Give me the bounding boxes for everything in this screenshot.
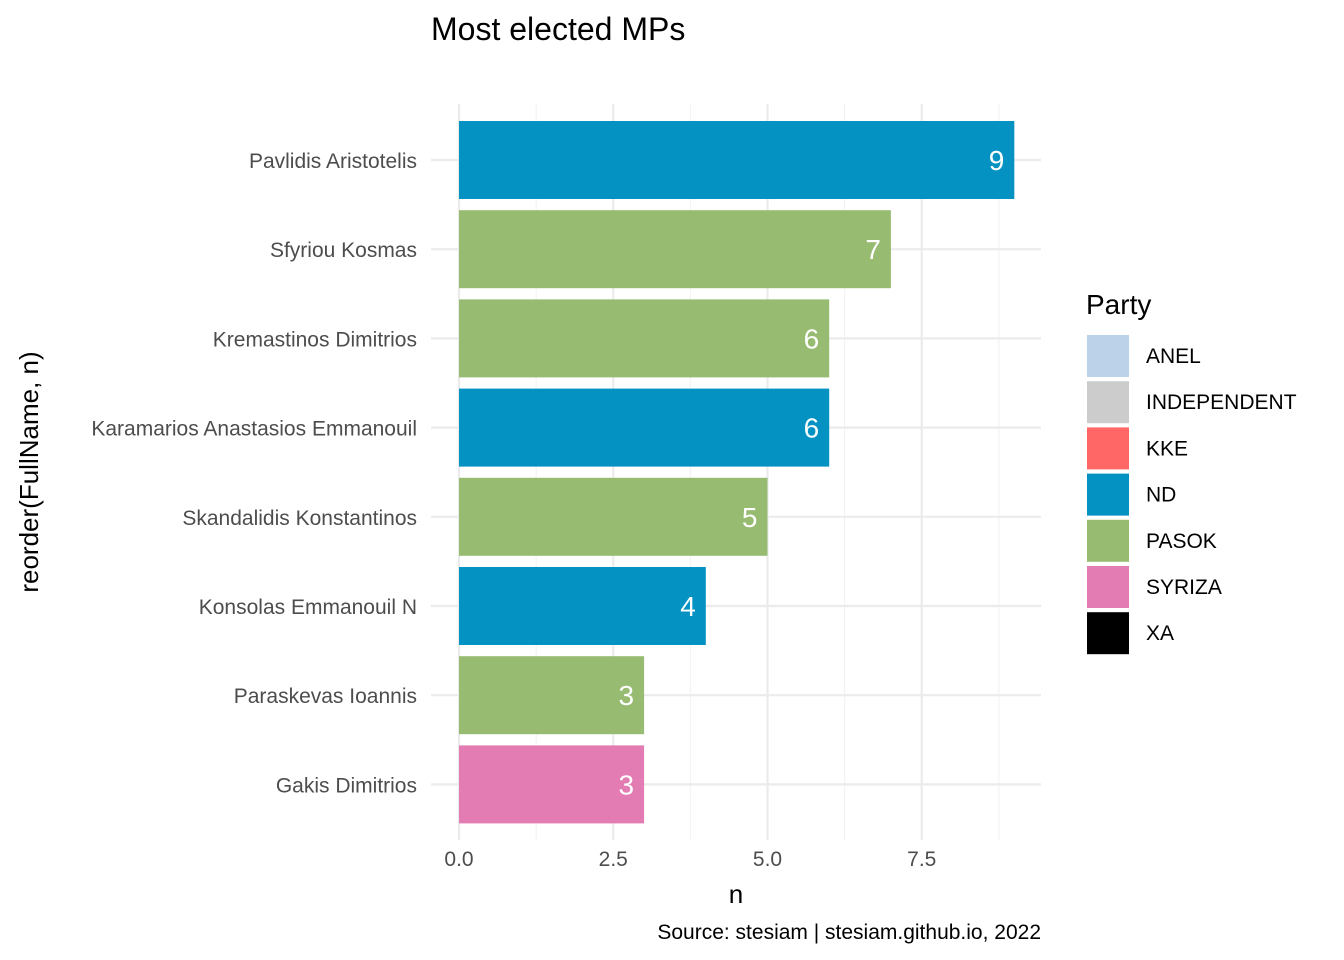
- x-tick-label: 2.5: [599, 848, 628, 871]
- legend: Party ANEL INDEPENDENT KKE ND PASOK SYRIZA XA: [1086, 289, 1297, 655]
- bar-value-label: 6: [804, 413, 820, 444]
- legend-swatch: [1087, 473, 1129, 516]
- legend-label: ND: [1146, 484, 1176, 507]
- bar: [459, 121, 1015, 199]
- legend-swatch: [1087, 427, 1129, 470]
- legend-label: KKE: [1146, 437, 1188, 460]
- bar: [459, 567, 706, 645]
- bar: [459, 745, 645, 824]
- bar-value-label: 6: [804, 323, 820, 354]
- y-tick-label: Pavlidis Aristotelis: [249, 150, 417, 173]
- legend-swatch: [1087, 519, 1129, 562]
- bar-value-label: 3: [619, 680, 635, 711]
- x-axis-ticks: 0.0 2.5 5.0 7.5: [444, 848, 936, 871]
- bar-value-label: 9: [989, 145, 1005, 176]
- legend-label: XA: [1146, 622, 1174, 645]
- legend-label: SYRIZA: [1146, 576, 1222, 599]
- legend-swatch: [1087, 335, 1129, 377]
- bar: [459, 656, 645, 735]
- y-tick-label: Gakis Dimitrios: [276, 774, 417, 797]
- y-tick-label: Kremastinos Dimitrios: [213, 328, 417, 351]
- bar-value-label: 4: [680, 591, 696, 622]
- bar: [459, 477, 768, 556]
- x-axis-title: n: [729, 879, 743, 909]
- bar-value-label: 3: [619, 769, 635, 800]
- bars: 9 7 6 6 5 4 3 3: [459, 121, 1015, 824]
- y-tick-label: Konsolas Emmanouil N: [199, 596, 417, 619]
- legend-title: Party: [1086, 289, 1151, 320]
- legend-label: PASOK: [1146, 530, 1217, 553]
- chart-caption: Source: stesiam | stesiam.github.io, 202…: [657, 921, 1041, 944]
- bar-value-label: 7: [865, 234, 881, 265]
- y-tick-label: Sfyriou Kosmas: [270, 239, 417, 262]
- bar: [459, 210, 891, 289]
- y-axis-ticks: Pavlidis Aristotelis Sfyriou Kosmas Kremas…: [91, 150, 417, 797]
- legend-swatch: [1087, 612, 1129, 655]
- legend-label: ANEL: [1146, 345, 1201, 368]
- chart-title: Most elected MPs: [431, 11, 685, 47]
- legend-swatch: [1087, 566, 1129, 608]
- x-tick-label: 0.0: [444, 848, 473, 871]
- x-tick-label: 5.0: [753, 848, 782, 871]
- bar-value-label: 5: [742, 502, 758, 533]
- x-tick-label: 7.5: [907, 848, 936, 871]
- legend-swatch: [1087, 381, 1129, 424]
- y-tick-label: Paraskevas Ioannis: [234, 685, 417, 708]
- legend-label: INDEPENDENT: [1146, 391, 1297, 414]
- y-tick-label: Skandalidis Konstantinos: [182, 507, 417, 530]
- y-axis-title: reorder(FullName, n): [14, 351, 44, 592]
- bar: [459, 299, 830, 378]
- y-tick-label: Karamarios Anastasios Emmanouil: [91, 418, 417, 441]
- bar: [459, 388, 830, 467]
